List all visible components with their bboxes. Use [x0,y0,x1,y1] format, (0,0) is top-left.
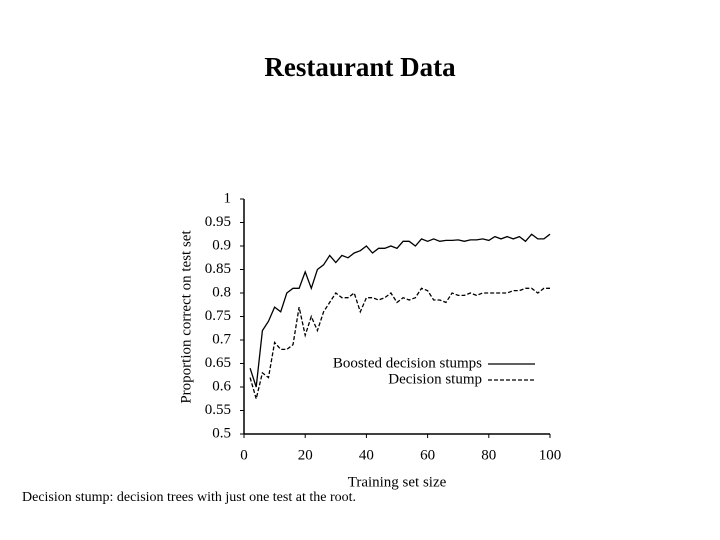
x-axis-label: Training set size [348,474,447,490]
y-tick-label: 0.75 [205,308,231,324]
caption: Decision stump: decision trees with just… [22,490,356,505]
y-tick-label: 0.55 [205,402,231,418]
series-line [249,233,551,388]
x-tick-label: 40 [359,447,374,463]
x-tick-label: 60 [420,447,435,463]
x-tick-label: 80 [481,447,496,463]
y-tick-label: 0.85 [205,261,231,277]
legend-label: Decision stump [388,371,482,387]
y-axis-label: Proportion correct on test set [178,230,194,404]
series-line [249,287,550,402]
legend-label: Boosted decision stumps [333,355,482,371]
y-tick-label: 0.95 [205,214,231,230]
x-tick-label: 0 [240,447,248,463]
x-tick-label: 100 [539,447,562,463]
y-tick-label: 0.6 [212,378,231,394]
y-tick-label: 0.5 [212,425,231,441]
slide-title: Restaurant Data [264,52,456,82]
y-tick-label: 0.8 [212,284,231,300]
y-tick-label: 0.9 [212,237,231,253]
y-tick-label: 0.65 [205,355,231,371]
x-tick-label: 20 [298,447,313,463]
y-tick-label: 1 [224,190,232,206]
y-tick-label: 0.7 [212,331,231,347]
